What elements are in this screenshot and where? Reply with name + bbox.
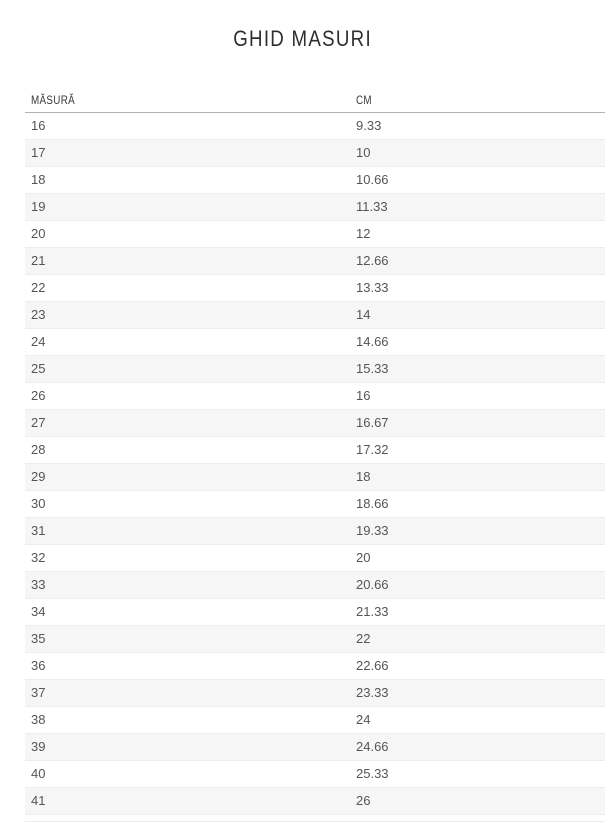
size-cell: 38 — [25, 706, 350, 734]
table-row: 37 23.33 — [25, 679, 605, 707]
cm-cell: 14 — [350, 301, 605, 329]
size-cell: 28 — [25, 436, 350, 464]
table-row: 27 16.67 — [25, 409, 605, 437]
table-row: 20 12 — [25, 220, 605, 248]
size-cell: 23 — [25, 301, 350, 329]
column-header-cm-label: CM — [356, 93, 372, 107]
cm-cell: 10.66 — [350, 166, 605, 194]
cm-cell: 22.66 — [350, 652, 605, 680]
cut-off-next-row-border — [25, 821, 605, 826]
size-cell: 24 — [25, 328, 350, 356]
table-row: 25 15.33 — [25, 355, 605, 383]
table-row: 22 13.33 — [25, 274, 605, 302]
table-row: 39 24.66 — [25, 733, 605, 761]
size-cell: 40 — [25, 760, 350, 788]
cm-cell: 24 — [350, 706, 605, 734]
table-row: 24 14.66 — [25, 328, 605, 356]
size-cell: 36 — [25, 652, 350, 680]
cm-cell: 18 — [350, 463, 605, 491]
table-row: 21 12.66 — [25, 247, 605, 275]
size-cell: 25 — [25, 355, 350, 383]
size-cell: 19 — [25, 193, 350, 221]
table-row: 33 20.66 — [25, 571, 605, 599]
cm-cell: 21.33 — [350, 598, 605, 626]
table-row: 40 25.33 — [25, 760, 605, 788]
size-cell: 17 — [25, 139, 350, 167]
cm-cell: 20 — [350, 544, 605, 572]
table-row: 18 10.66 — [25, 166, 605, 194]
column-header-cm: CM — [350, 88, 605, 113]
table-row: 32 20 — [25, 544, 605, 572]
page-title-text: GHID MASURI — [233, 26, 372, 51]
table-row: 36 22.66 — [25, 652, 605, 680]
size-cell: 33 — [25, 571, 350, 599]
size-cell: 37 — [25, 679, 350, 707]
size-cell: 30 — [25, 490, 350, 518]
table-row: 30 18.66 — [25, 490, 605, 518]
table-row: 19 11.33 — [25, 193, 605, 221]
cm-cell: 12 — [350, 220, 605, 248]
cm-cell: 14.66 — [350, 328, 605, 356]
cm-cell: 15.33 — [350, 355, 605, 383]
cm-cell: 24.66 — [350, 733, 605, 761]
size-cell: 31 — [25, 517, 350, 545]
column-header-masura-label: MĂSURĂ — [31, 93, 76, 107]
table-row: 26 16 — [25, 382, 605, 410]
cm-cell: 25.33 — [350, 760, 605, 788]
table-row: 16 9.33 — [25, 112, 605, 140]
size-cell: 27 — [25, 409, 350, 437]
table-body: 16 9.33 17 10 18 10.66 19 11.33 20 12 21 12.66 22 13.… — [25, 112, 605, 815]
size-cell: 32 — [25, 544, 350, 572]
size-cell: 29 — [25, 463, 350, 491]
table-row: 17 10 — [25, 139, 605, 167]
cm-cell: 17.32 — [350, 436, 605, 464]
cm-cell: 10 — [350, 139, 605, 167]
table-row: 31 19.33 — [25, 517, 605, 545]
table-row: 34 21.33 — [25, 598, 605, 626]
cm-cell: 18.66 — [350, 490, 605, 518]
cm-cell: 22 — [350, 625, 605, 653]
cm-cell: 11.33 — [350, 193, 605, 221]
header-row: MĂSURĂ CM — [25, 88, 605, 113]
table-header: MĂSURĂ CM — [25, 88, 605, 113]
size-cell: 35 — [25, 625, 350, 653]
size-cell: 41 — [25, 787, 350, 815]
size-cell: 21 — [25, 247, 350, 275]
cm-cell: 20.66 — [350, 571, 605, 599]
size-cell: 39 — [25, 733, 350, 761]
cm-cell: 16 — [350, 382, 605, 410]
cm-cell: 12.66 — [350, 247, 605, 275]
table-row: 28 17.32 — [25, 436, 605, 464]
table-row: 23 14 — [25, 301, 605, 329]
page-title: GHID MASURI — [0, 0, 605, 51]
size-cell: 20 — [25, 220, 350, 248]
cm-cell: 19.33 — [350, 517, 605, 545]
table-row: 29 18 — [25, 463, 605, 491]
size-guide-table: MĂSURĂ CM 16 9.33 17 10 18 10.66 19 11.33 20 12 21… — [25, 88, 605, 815]
size-cell: 16 — [25, 112, 350, 140]
size-cell: 26 — [25, 382, 350, 410]
size-cell: 18 — [25, 166, 350, 194]
table-row: 35 22 — [25, 625, 605, 653]
cm-cell: 26 — [350, 787, 605, 815]
cm-cell: 23.33 — [350, 679, 605, 707]
cm-cell: 13.33 — [350, 274, 605, 302]
column-header-masura: MĂSURĂ — [25, 88, 350, 113]
size-cell: 22 — [25, 274, 350, 302]
table-row: 41 26 — [25, 787, 605, 815]
table-row: 38 24 — [25, 706, 605, 734]
cm-cell: 16.67 — [350, 409, 605, 437]
size-cell: 34 — [25, 598, 350, 626]
cm-cell: 9.33 — [350, 112, 605, 140]
